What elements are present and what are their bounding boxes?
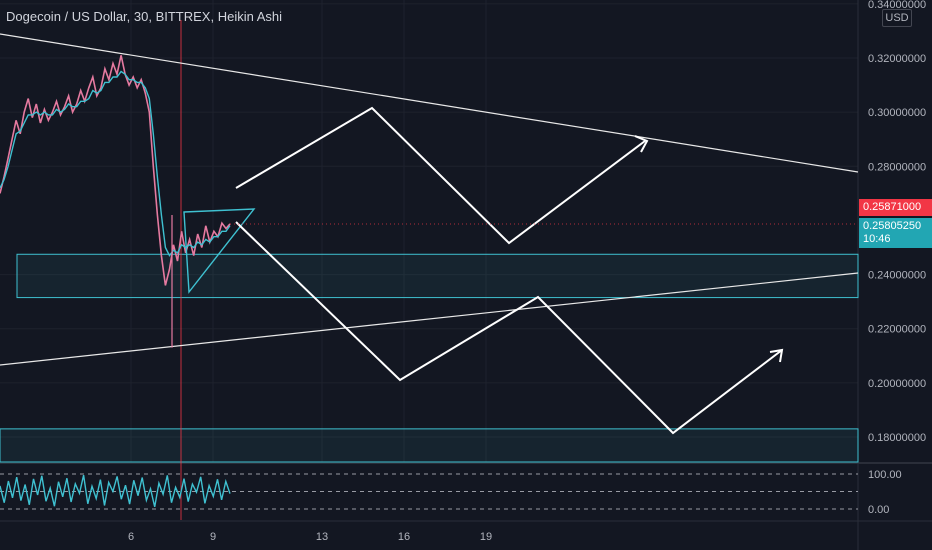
close-price-badge: 0.25805250 10:46 (859, 218, 932, 248)
time-tick-label: 13 (316, 531, 328, 543)
oscillator-tick-label: 100.00 (868, 469, 902, 481)
bearish-projection-path[interactable] (235, 221, 783, 435)
close-price-value: 0.25805250 (863, 220, 922, 232)
time-tick-label: 16 (398, 531, 410, 543)
moving-average-line (0, 70, 231, 257)
countdown-value: 10:46 (863, 233, 891, 245)
price-tick-label: 0.20000000 (868, 378, 926, 390)
last-price-value: 0.25871000 (863, 201, 922, 213)
oscillator-line (0, 474, 231, 508)
bullish-projection-path[interactable] (235, 106, 646, 245)
last-price-badge: 0.25871000 (859, 199, 932, 216)
price-tick-label: 0.28000000 (868, 161, 926, 173)
price-tick-label: 0.24000000 (868, 270, 926, 282)
lower-zone-rectangle[interactable] (0, 428, 859, 463)
symbol-title[interactable]: Dogecoin / US Dollar, 30, BITTREX, Heiki… (6, 9, 283, 24)
bearish-arrowhead (769, 348, 784, 363)
price-tick-label: 0.30000000 (868, 107, 926, 119)
currency-button[interactable]: USD (882, 9, 912, 27)
time-tick-label: 9 (210, 531, 216, 543)
triangle-pattern[interactable] (183, 208, 256, 294)
price-tick-label: 0.34000000 (868, 0, 926, 11)
time-tick-label: 6 (128, 531, 134, 543)
ascending-trendline[interactable] (0, 272, 859, 366)
oscillator-tick-label: 0.00 (868, 504, 889, 516)
support-zone-rectangle[interactable] (16, 253, 859, 299)
bullish-arrowhead (634, 135, 649, 153)
price-tick-label: 0.32000000 (868, 53, 926, 65)
price-tick-label: 0.22000000 (868, 324, 926, 336)
descending-trendline[interactable] (0, 33, 859, 173)
price-tick-label: 0.18000000 (868, 432, 926, 444)
time-tick-label: 19 (480, 531, 492, 543)
